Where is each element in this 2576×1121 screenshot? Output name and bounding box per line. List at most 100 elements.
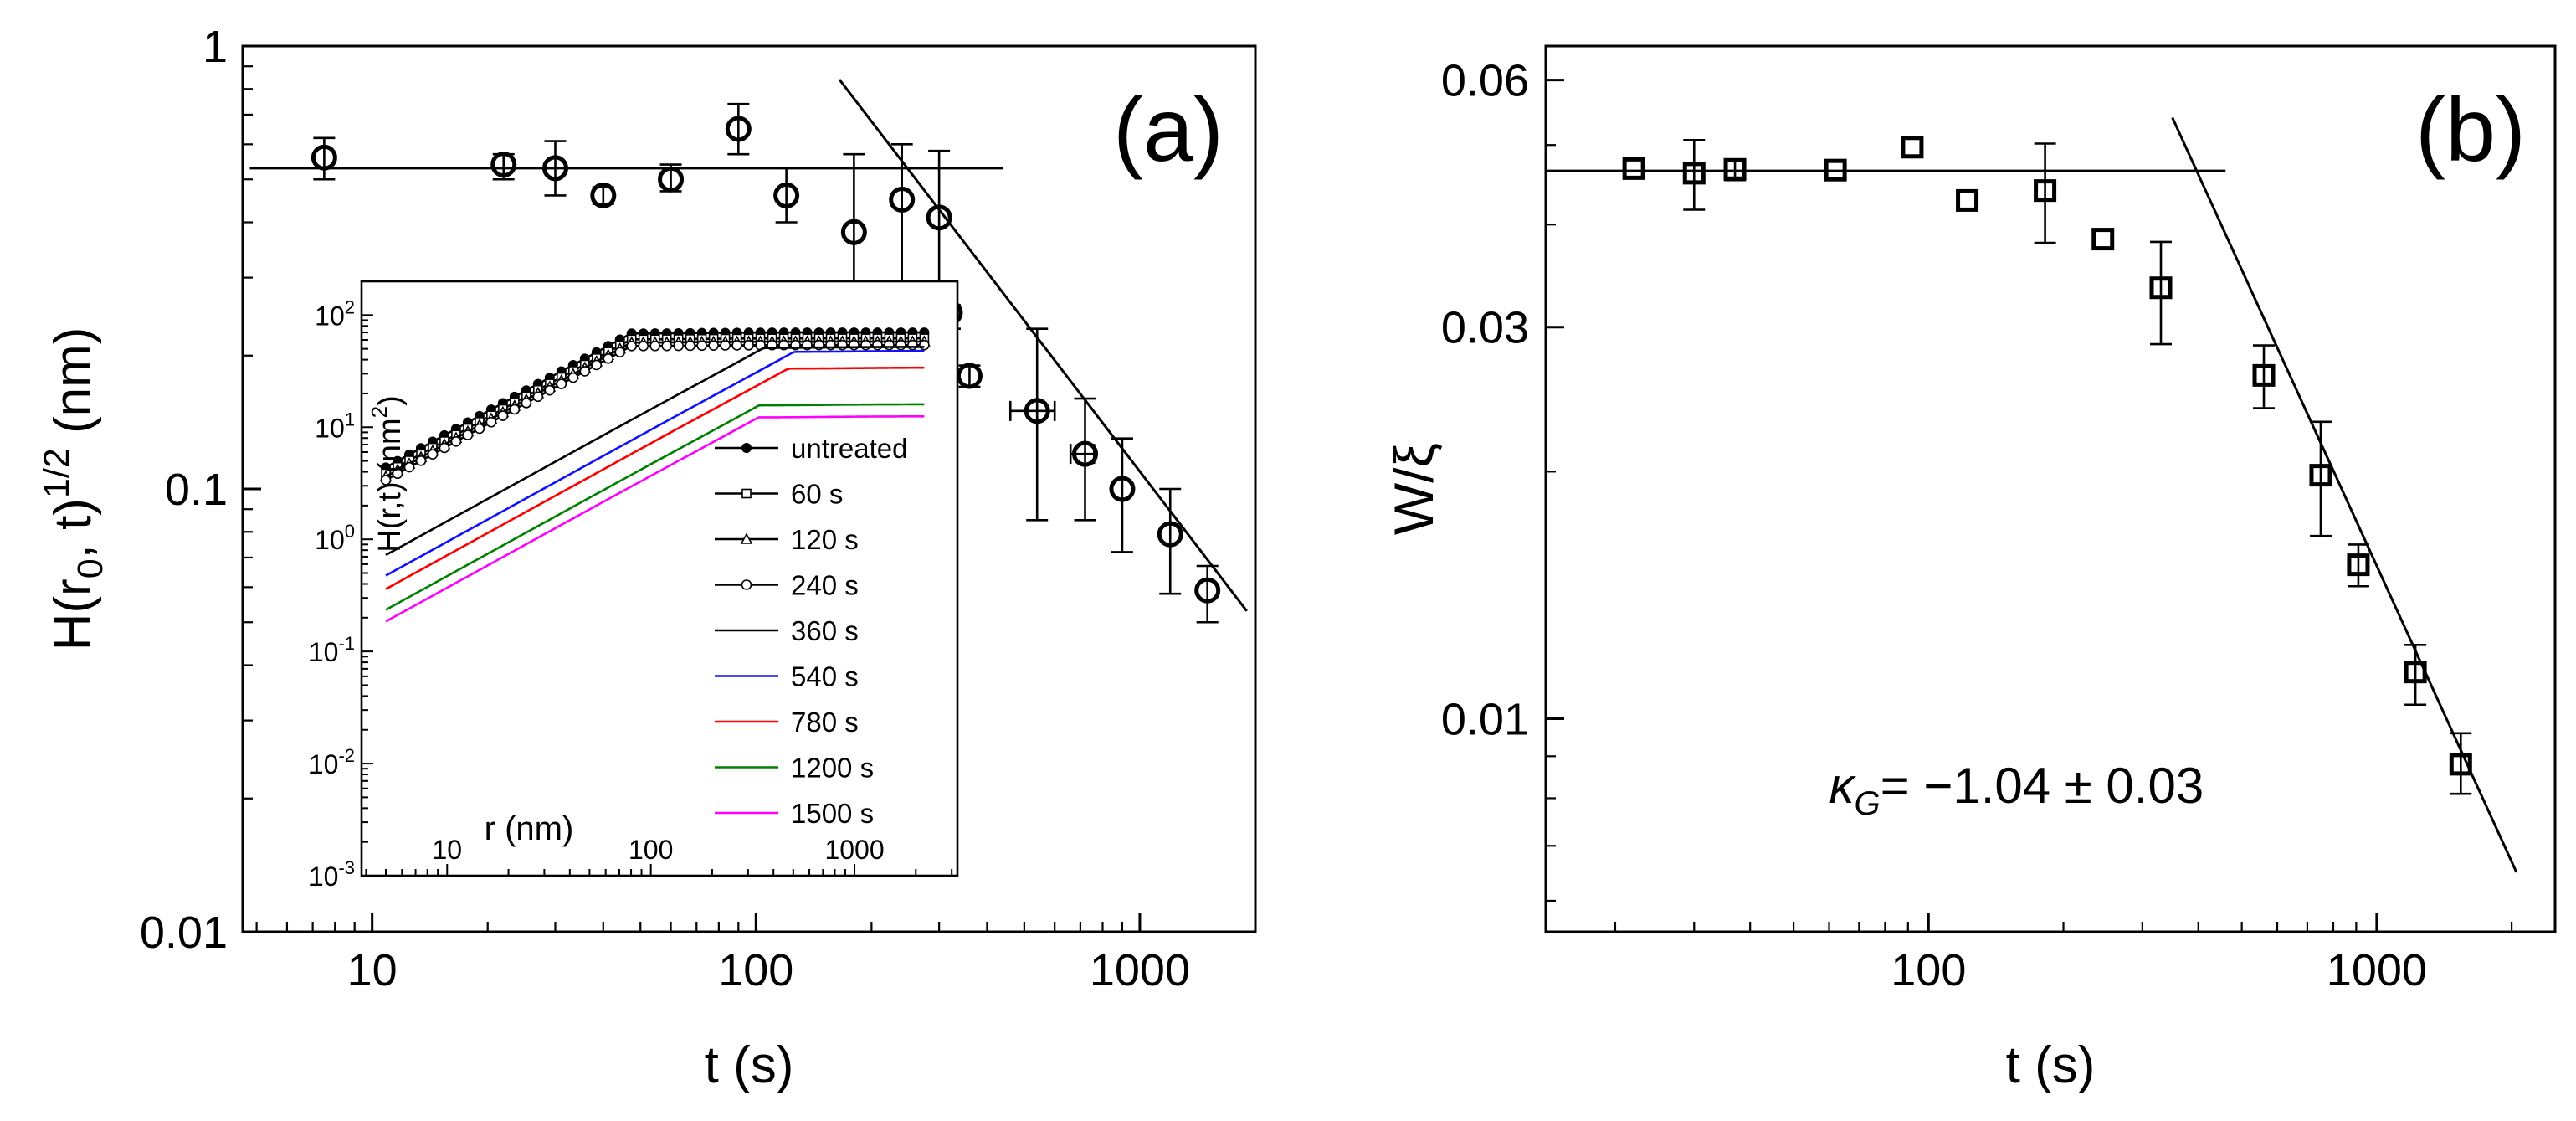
inset-curve-marker xyxy=(673,340,684,352)
panel-b-label: (b) xyxy=(2415,79,2526,180)
fit-line xyxy=(838,79,1248,612)
inset-plot-frame xyxy=(360,280,959,877)
x-tick-label: 1000 xyxy=(2327,945,2427,995)
data-point xyxy=(541,140,568,197)
y-tick-label: 0.03 xyxy=(1441,303,1529,353)
data-point xyxy=(1157,487,1183,595)
inset-curve-marker xyxy=(556,378,567,389)
legend-label: 1500 s xyxy=(791,798,874,829)
square-marker xyxy=(2252,363,2276,387)
inset-curves xyxy=(379,327,931,623)
square-marker xyxy=(2347,553,2370,577)
circle-marker xyxy=(1072,440,1099,467)
data-point xyxy=(725,102,752,156)
circle-marker xyxy=(926,204,952,231)
inset-legend-entry: untreated xyxy=(715,433,907,464)
data-point xyxy=(1956,188,1979,212)
data-point xyxy=(2449,732,2472,795)
data-point xyxy=(1682,138,1706,211)
inset-curve-marker xyxy=(696,340,707,352)
y-tick-label: 1 xyxy=(203,22,228,72)
circle-marker xyxy=(490,152,517,178)
inset-y-tick-label: 102 xyxy=(315,296,355,331)
inset-chart: 10 100 1000 10-3 10-2 10-1 100 101 102 untreated… xyxy=(309,280,959,892)
panel-b-x-axis-label: t (s) xyxy=(2006,1036,2096,1094)
data-point xyxy=(1824,158,1847,182)
legend-label: 1200 s xyxy=(791,753,874,784)
inset-curve-marker xyxy=(579,366,591,377)
data-point xyxy=(1008,327,1056,522)
x-tick-label: 1000 xyxy=(1090,945,1190,995)
circle-marker xyxy=(725,116,752,142)
inset-curve-line xyxy=(385,349,925,577)
data-point xyxy=(1622,157,1645,180)
inset-curve-marker xyxy=(626,341,638,352)
inset-y-tick-label: 100 xyxy=(315,521,355,555)
inset-curve-marker xyxy=(427,449,439,460)
y-tick-label: 0.06 xyxy=(1441,56,1529,106)
data-point xyxy=(889,143,916,292)
data-point xyxy=(1069,397,1099,522)
inset-legend: untreated 60 s 120 s 240 s 360 s 540 s 780 s 12… xyxy=(715,433,907,829)
legend-label: 120 s xyxy=(791,524,859,555)
inset-curve-marker xyxy=(884,339,895,351)
circle-marker xyxy=(310,144,337,171)
inset-curve-marker xyxy=(497,410,509,421)
inset-curve-marker xyxy=(544,384,556,396)
inset-curve-marker xyxy=(638,341,649,352)
data-point xyxy=(1901,136,1924,159)
inset-curve-marker xyxy=(462,429,474,440)
inset-legend-entry: 60 s xyxy=(715,479,843,510)
x-tick-label: 10 xyxy=(347,945,398,995)
circle-marker xyxy=(1024,398,1050,424)
square-marker xyxy=(2449,753,2472,776)
inset-curve-marker xyxy=(567,372,579,383)
circle-marker xyxy=(889,186,916,213)
circle-marker xyxy=(840,219,867,245)
y-tick-label: 0.1 xyxy=(165,465,228,515)
inset-curve-marker xyxy=(731,340,742,351)
inset-curve-marker xyxy=(521,398,532,409)
inset-curve-marker xyxy=(485,416,497,428)
inset-curve-line xyxy=(385,346,925,557)
inset-curve-marker xyxy=(860,339,871,351)
inset-curve-marker xyxy=(720,340,731,351)
inset-curve-marker xyxy=(474,423,485,435)
inset-legend-entry: 240 s xyxy=(715,570,859,601)
panel-b-data-points xyxy=(1622,136,2472,795)
panel-a: 10 100 1000 0.01 0.1 1 (a) t (s) H(r0, t)1/2 … xyxy=(37,22,1257,1094)
y-tick-label: 0.01 xyxy=(1441,694,1529,744)
square-marker xyxy=(2404,661,2427,684)
panel-a-y-axis-label: H(r0, t)1/2 (nm) xyxy=(37,327,110,651)
data-point xyxy=(1109,437,1136,553)
y-tick-label: 0.01 xyxy=(140,908,228,958)
data-point xyxy=(956,363,983,389)
panel-a-label: (a) xyxy=(1113,79,1224,180)
inset-curve-line xyxy=(385,415,925,623)
x-tick-label: 100 xyxy=(718,945,793,995)
legend-swatch-marker xyxy=(740,532,753,544)
square-marker xyxy=(1901,136,1924,159)
inset-series-curve xyxy=(385,415,925,623)
inset-curve-marker xyxy=(919,339,930,351)
inset-series-curve xyxy=(385,349,925,577)
inset-y-tick-label: 10-1 xyxy=(309,633,355,667)
data-point xyxy=(2309,420,2332,537)
inset-series-curve xyxy=(385,366,925,590)
inset-curve-marker xyxy=(685,340,695,352)
square-marker xyxy=(2091,228,2115,251)
inset-x-tick-label: 1000 xyxy=(824,835,884,865)
panel-a-x-axis-label: t (s) xyxy=(705,1036,794,1094)
inset-curve-marker xyxy=(591,359,603,371)
data-point xyxy=(2091,228,2115,251)
fit-line xyxy=(2171,116,2518,873)
inset-x-tick-label: 100 xyxy=(629,835,673,865)
legend-label: 780 s xyxy=(791,707,859,738)
data-point xyxy=(1194,564,1221,624)
data-point xyxy=(2149,240,2173,346)
legend-swatch-marker xyxy=(741,488,752,499)
circle-marker xyxy=(1194,577,1221,604)
inset-curve-marker xyxy=(743,340,754,351)
inset-legend-entry: 540 s xyxy=(715,661,859,692)
square-marker xyxy=(1824,158,1847,182)
